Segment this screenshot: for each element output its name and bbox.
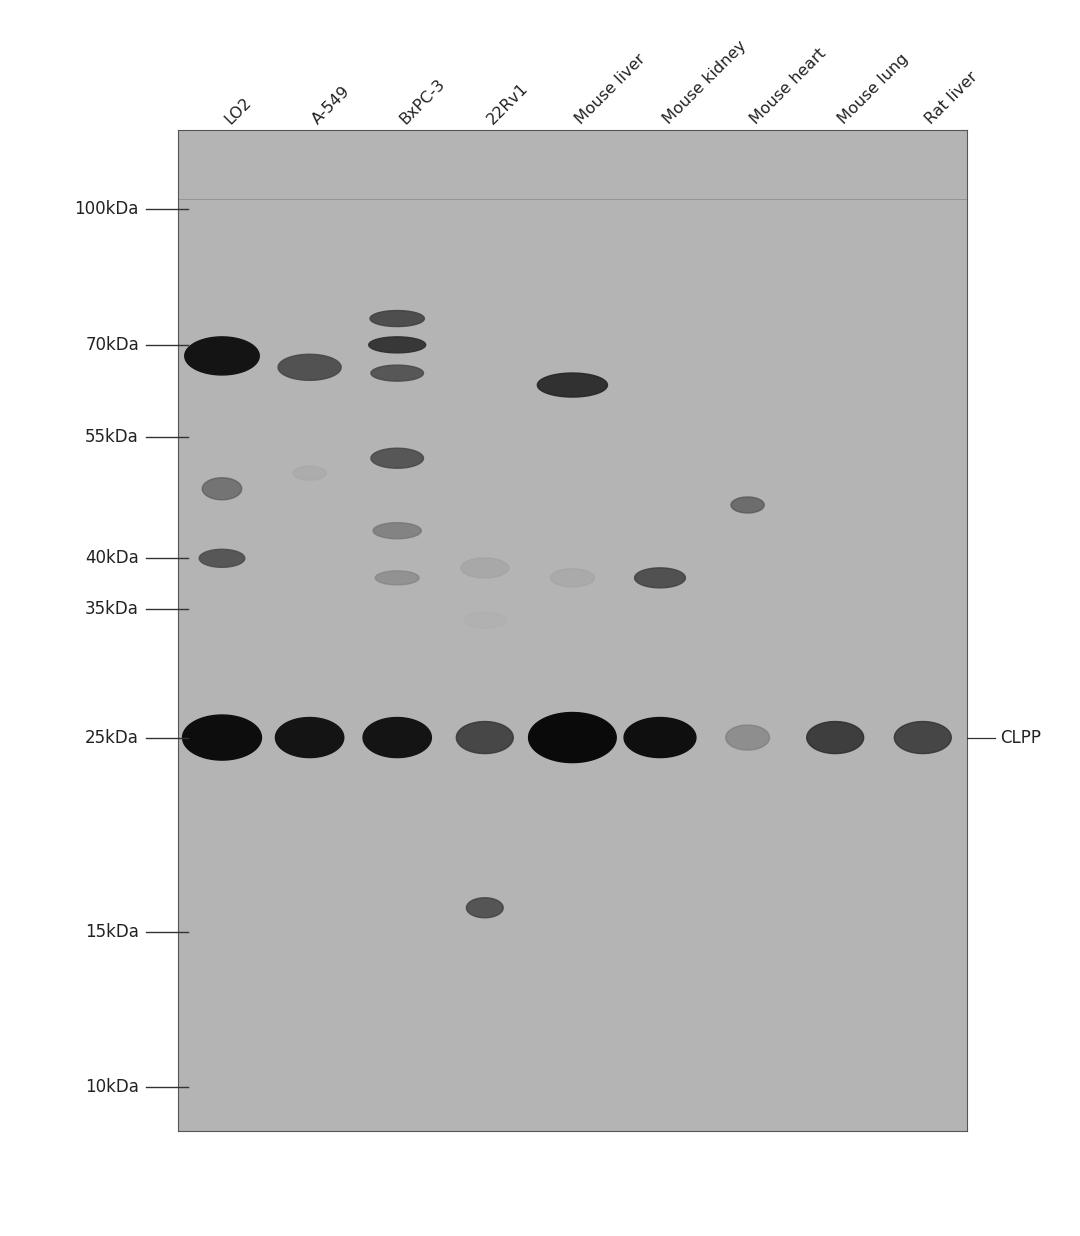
Polygon shape <box>370 310 424 326</box>
Text: CLPP: CLPP <box>1000 728 1041 747</box>
Polygon shape <box>293 466 326 481</box>
Polygon shape <box>275 718 343 758</box>
Polygon shape <box>370 449 423 468</box>
Polygon shape <box>461 557 509 578</box>
Text: LO2: LO2 <box>222 95 255 127</box>
Polygon shape <box>463 612 505 628</box>
Text: Mouse kidney: Mouse kidney <box>660 38 750 127</box>
Text: 15kDa: 15kDa <box>85 923 139 942</box>
Polygon shape <box>807 722 864 754</box>
Polygon shape <box>624 718 696 758</box>
Polygon shape <box>370 365 423 381</box>
Text: Mouse liver: Mouse liver <box>572 52 648 127</box>
Polygon shape <box>551 569 594 587</box>
Text: 10kDa: 10kDa <box>85 1078 139 1096</box>
Polygon shape <box>202 478 242 499</box>
Text: Rat liver: Rat liver <box>922 69 981 127</box>
Text: 22Rv1: 22Rv1 <box>485 80 531 127</box>
Text: Mouse lung: Mouse lung <box>835 52 912 127</box>
Text: 35kDa: 35kDa <box>85 601 139 618</box>
Polygon shape <box>635 567 686 588</box>
Text: 25kDa: 25kDa <box>85 728 139 747</box>
Polygon shape <box>183 716 261 760</box>
Polygon shape <box>199 549 245 567</box>
Polygon shape <box>731 497 765 513</box>
Text: 70kDa: 70kDa <box>85 336 139 353</box>
Text: BxPC-3: BxPC-3 <box>397 77 448 127</box>
Polygon shape <box>368 337 426 352</box>
Polygon shape <box>278 355 341 381</box>
Polygon shape <box>457 722 513 754</box>
Polygon shape <box>894 722 951 754</box>
Polygon shape <box>538 373 607 397</box>
Polygon shape <box>363 718 431 758</box>
Polygon shape <box>528 712 617 763</box>
Polygon shape <box>185 337 259 375</box>
Polygon shape <box>726 726 769 750</box>
Polygon shape <box>467 897 503 918</box>
Text: 40kDa: 40kDa <box>85 549 139 567</box>
Text: 100kDa: 100kDa <box>75 200 139 218</box>
Text: 55kDa: 55kDa <box>85 428 139 446</box>
Polygon shape <box>376 571 419 585</box>
Text: A-549: A-549 <box>310 84 353 127</box>
Text: Mouse heart: Mouse heart <box>747 46 829 127</box>
Polygon shape <box>373 523 421 539</box>
